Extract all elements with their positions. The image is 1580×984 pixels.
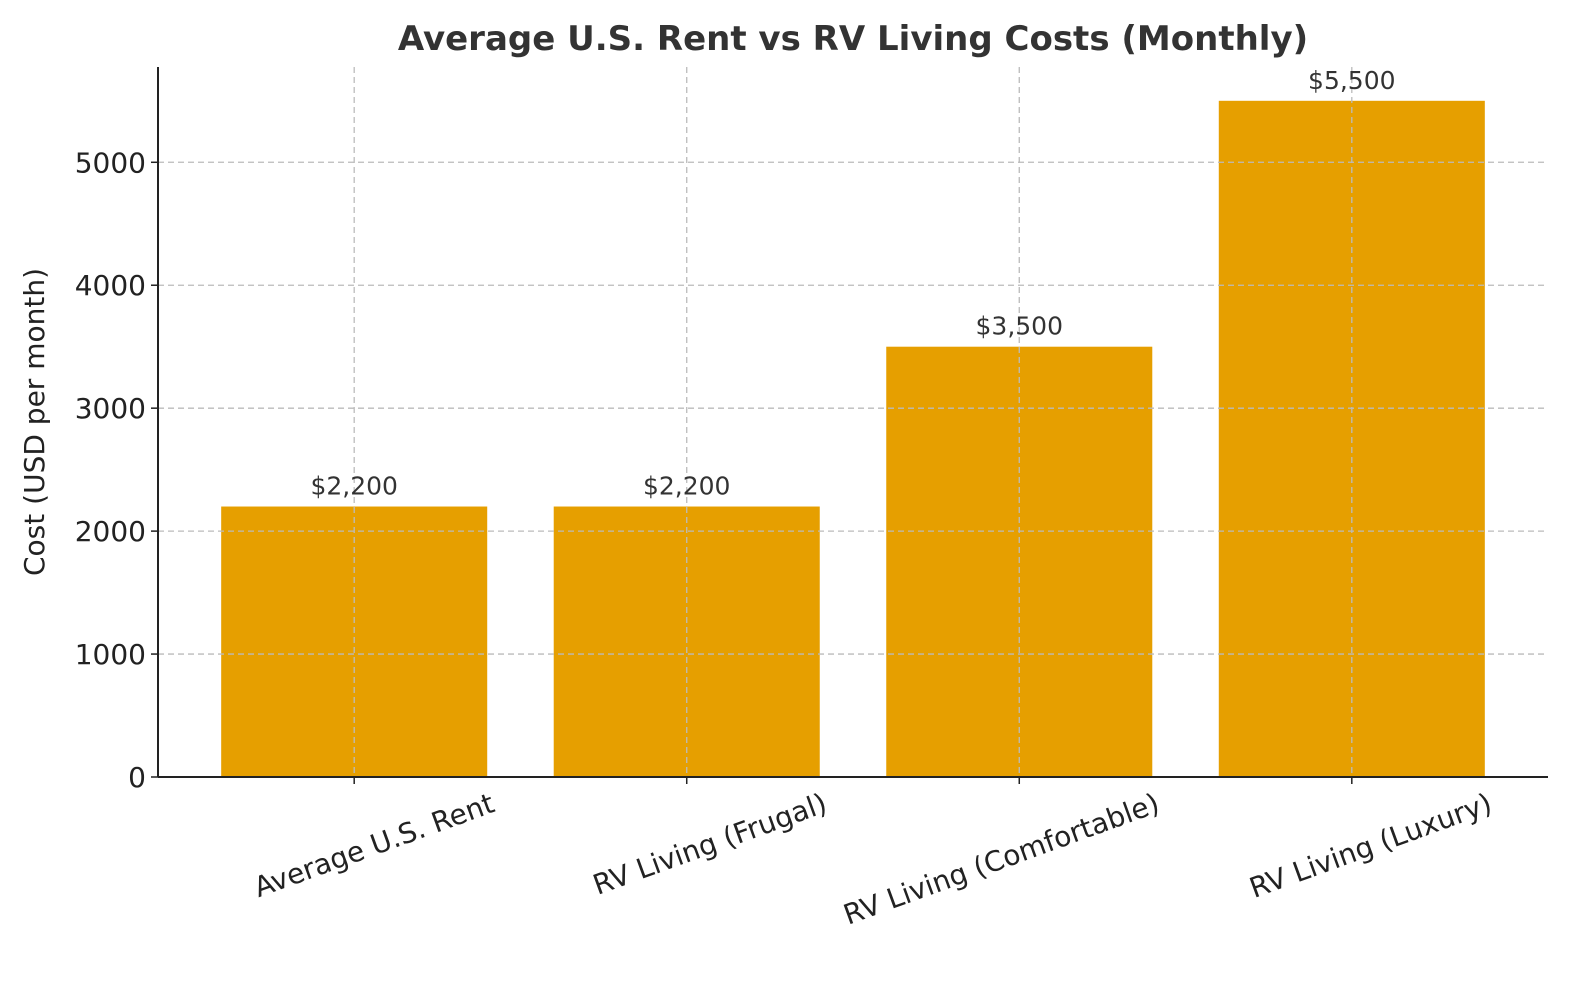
x-tick-label: RV Living (Frugal): [589, 787, 831, 902]
y-tick-label: 1000: [75, 638, 146, 671]
x-tick-label: RV Living (Luxury): [1245, 787, 1496, 905]
grid: [158, 67, 1548, 777]
axes: [151, 67, 1548, 784]
data-label: $2,200: [643, 472, 730, 501]
x-tick-label: Average U.S. Rent: [250, 787, 499, 905]
chart-title: Average U.S. Rent vs RV Living Costs (Mo…: [398, 19, 1308, 59]
y-tick-label: 5000: [75, 146, 146, 179]
bars: [221, 100, 1485, 778]
y-axis-label: Cost (USD per month): [18, 268, 51, 576]
y-tick-label: 3000: [75, 392, 146, 425]
data-label: $2,200: [310, 472, 397, 501]
y-tick-label: 0: [128, 761, 146, 794]
y-tick-label: 4000: [75, 269, 146, 302]
y-tick-label: 2000: [75, 515, 146, 548]
data-label: $5,500: [1308, 66, 1395, 95]
data-label: $3,500: [976, 312, 1063, 341]
x-tick-label: RV Living (Comfortable): [839, 787, 1164, 932]
